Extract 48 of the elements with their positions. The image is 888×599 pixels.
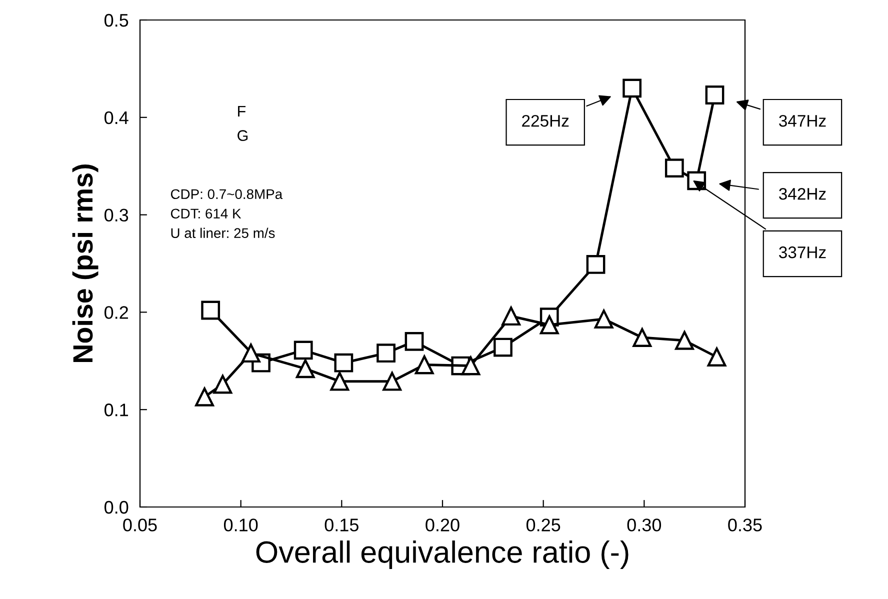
x-tick-label: 0.10: [224, 518, 258, 532]
y-tick-label: 0.5: [104, 14, 128, 27]
point: [707, 348, 726, 366]
annotation: F: [238, 106, 246, 116]
y-tick-label: 0.3: [104, 208, 128, 222]
text: 347Hz: [779, 114, 826, 127]
y-tick-label: 0.0: [104, 500, 128, 514]
x-tick-label: 0.20: [426, 518, 460, 532]
point: [414, 355, 434, 374]
point: [622, 78, 642, 98]
annotation: 225Hz: [522, 114, 569, 127]
x-tick-label: 0.05: [123, 518, 157, 532]
point: [241, 344, 260, 363]
point: [213, 374, 232, 394]
point: [540, 315, 559, 334]
point: [494, 338, 512, 357]
y-axis-title: Noise (psi rms): [72, 164, 98, 362]
x-tick-label: 0.30: [627, 518, 662, 532]
annotation: U at liner: 25 m/s: [171, 228, 275, 238]
point: [594, 310, 614, 328]
x-tick-label: 0.35: [728, 518, 762, 532]
point: [632, 328, 652, 347]
point: [296, 359, 315, 378]
point: [195, 387, 214, 406]
point: [294, 340, 313, 360]
y-tick-label: 0.1: [104, 404, 128, 416]
point: [502, 306, 521, 326]
point: [201, 300, 220, 320]
text: 342Hz: [779, 188, 826, 200]
point: [664, 158, 684, 178]
point: [586, 255, 606, 274]
point: [330, 372, 350, 391]
y-tick-label: 0.2: [104, 306, 128, 319]
annotation: G: [238, 130, 248, 141]
x-tick-label: 0.15: [324, 518, 358, 532]
point: [334, 353, 354, 372]
x-axis-title: Overall equivalence ratio (-): [256, 540, 628, 569]
point: [382, 372, 402, 391]
x-tick-label: 0.25: [526, 518, 560, 532]
point: [461, 356, 480, 376]
point: [705, 86, 724, 104]
annotation: CDP: 0.7~0.8MPa: [170, 189, 283, 200]
y-tick-label: 0.4: [104, 111, 128, 124]
point: [376, 344, 396, 363]
annotation: CDT: 614 K: [170, 208, 242, 219]
text: 337Hz: [779, 246, 826, 258]
point: [404, 332, 424, 351]
point: [675, 331, 694, 350]
